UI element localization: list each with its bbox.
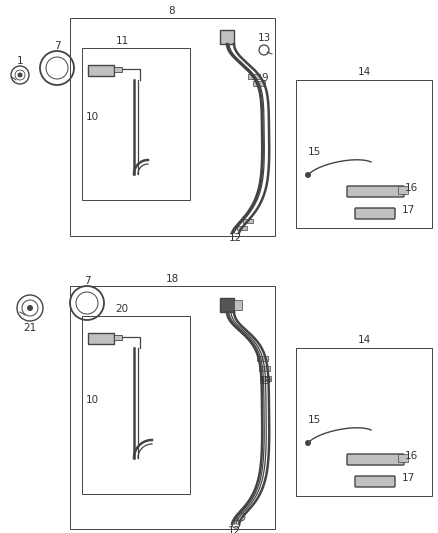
Circle shape (18, 72, 22, 77)
Circle shape (305, 440, 311, 446)
Text: 1: 1 (17, 56, 23, 66)
Text: 13: 13 (258, 33, 271, 43)
Text: 18: 18 (166, 274, 179, 284)
FancyBboxPatch shape (355, 476, 395, 487)
Circle shape (27, 305, 33, 311)
FancyBboxPatch shape (114, 67, 122, 72)
Text: 14: 14 (357, 67, 371, 77)
Bar (253, 80, 265, 86)
Bar (248, 74, 260, 79)
Text: 16: 16 (404, 451, 417, 461)
FancyBboxPatch shape (88, 65, 114, 76)
Bar (237, 226, 247, 230)
Text: 17: 17 (401, 205, 415, 215)
Bar (234, 300, 242, 310)
Bar (70, 286, 275, 529)
Text: 21: 21 (23, 323, 37, 333)
Bar (257, 356, 268, 361)
FancyBboxPatch shape (88, 333, 114, 344)
Text: 10: 10 (86, 112, 99, 122)
Text: 14: 14 (357, 335, 371, 345)
FancyBboxPatch shape (347, 186, 404, 197)
Text: 15: 15 (307, 147, 321, 157)
Bar (82, 48, 190, 200)
Circle shape (305, 172, 311, 178)
FancyBboxPatch shape (355, 208, 395, 219)
Text: 8: 8 (169, 6, 175, 16)
Text: 19: 19 (258, 376, 272, 386)
Text: 17: 17 (401, 473, 415, 483)
Bar (82, 316, 190, 494)
Text: 11: 11 (115, 36, 129, 46)
Text: 12: 12 (228, 233, 242, 243)
Bar (296, 80, 432, 228)
Bar (244, 219, 253, 223)
Bar (220, 298, 234, 312)
Text: 7: 7 (54, 41, 60, 51)
Text: 20: 20 (116, 304, 129, 314)
Text: 16: 16 (404, 183, 417, 193)
Bar (259, 366, 270, 372)
Bar (296, 348, 432, 496)
Text: 9: 9 (261, 73, 268, 83)
FancyBboxPatch shape (398, 186, 408, 194)
Bar (70, 18, 275, 236)
FancyBboxPatch shape (114, 335, 122, 340)
FancyBboxPatch shape (347, 454, 404, 465)
Text: 7: 7 (84, 276, 90, 286)
Bar (220, 30, 234, 44)
Text: 10: 10 (86, 395, 99, 405)
Text: 15: 15 (307, 415, 321, 425)
Text: 12: 12 (227, 526, 240, 533)
Bar (260, 376, 271, 381)
FancyBboxPatch shape (398, 454, 408, 462)
